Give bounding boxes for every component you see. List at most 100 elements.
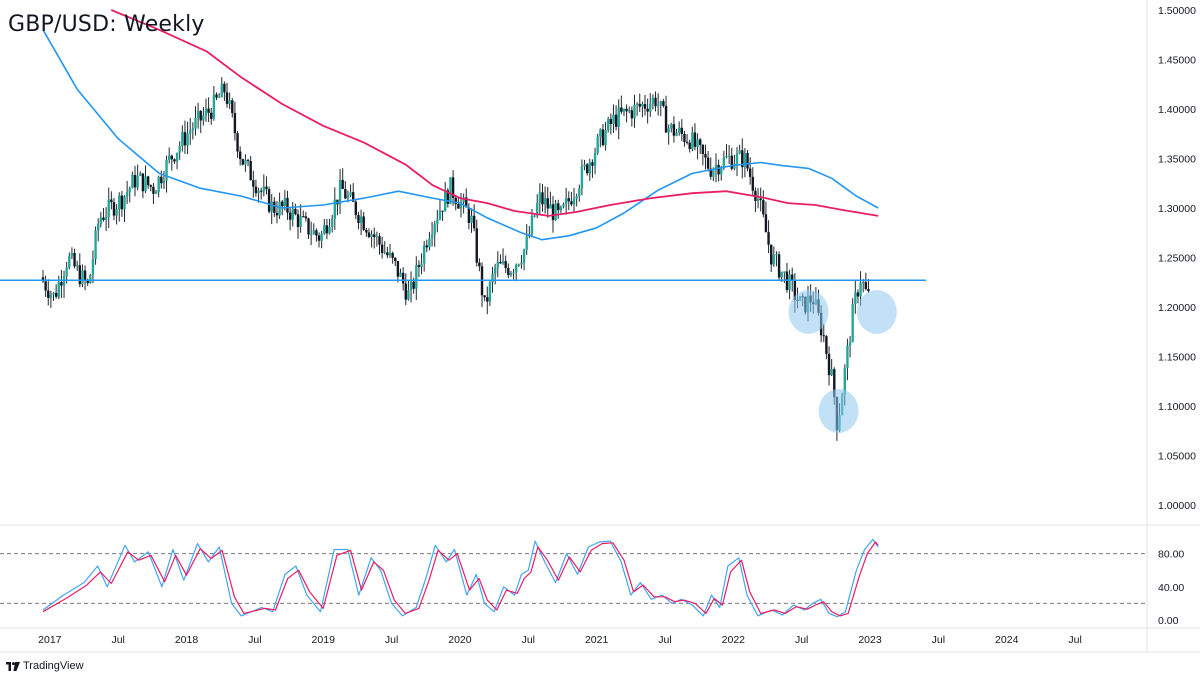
- candle-body: [131, 175, 134, 189]
- candle-body: [717, 164, 720, 175]
- candle-body: [118, 195, 121, 210]
- candle-body: [551, 204, 555, 221]
- candle-body: [160, 176, 163, 184]
- candle-body: [864, 282, 868, 290]
- candle-body: [557, 203, 560, 211]
- candle-body: [396, 261, 400, 277]
- candle-body: [683, 133, 686, 142]
- time-tick-label: 2024: [995, 634, 1019, 646]
- candle-body: [462, 197, 465, 203]
- candle-body: [344, 188, 347, 199]
- candle-body: [210, 112, 213, 119]
- candle-body: [791, 274, 794, 281]
- candle-body: [404, 283, 407, 300]
- candle-body: [688, 142, 691, 150]
- candle-body: [275, 212, 279, 216]
- candle-body: [578, 188, 581, 197]
- candle-body: [183, 132, 187, 146]
- candle-body: [412, 281, 415, 289]
- candle-body: [375, 236, 379, 238]
- candle-body: [57, 282, 60, 297]
- candle-body: [722, 157, 726, 168]
- candle-body: [514, 264, 518, 273]
- candle-body: [609, 118, 613, 125]
- candle-body: [848, 342, 852, 346]
- candle-body: [341, 179, 344, 189]
- highlight-circle: [856, 289, 897, 334]
- candle-body: [570, 201, 573, 205]
- candle-body: [78, 265, 82, 285]
- candle-body: [751, 176, 754, 191]
- candle-body: [833, 369, 836, 398]
- candle-body: [738, 150, 741, 154]
- price-tick-label: 1.35000: [1158, 154, 1196, 166]
- candle-body: [223, 83, 226, 93]
- candle-body: [667, 128, 670, 133]
- ma-fast-line: [42, 29, 879, 241]
- candle-body: [399, 272, 402, 277]
- candle-body: [315, 230, 318, 236]
- candle-body: [217, 96, 221, 98]
- candle-body: [388, 252, 392, 256]
- candle-body: [417, 265, 421, 267]
- candle-body: [181, 132, 184, 147]
- candle-body: [281, 201, 284, 207]
- time-tick-label: Jul: [522, 634, 535, 646]
- candle-body: [75, 265, 79, 267]
- time-tick-label: Jul: [385, 634, 398, 646]
- candle-body: [593, 152, 597, 166]
- candle-body: [278, 201, 281, 216]
- candle-body: [68, 256, 71, 268]
- candle-body: [827, 353, 831, 376]
- candle-body: [512, 272, 515, 274]
- candle-body: [522, 249, 526, 263]
- candle-body: [580, 166, 584, 189]
- tradingview-brand[interactable]: TradingView: [6, 660, 84, 672]
- candle-body: [491, 274, 494, 283]
- candle-body: [139, 173, 142, 176]
- candle-body: [549, 204, 552, 209]
- candle-body: [86, 280, 89, 284]
- candle-body: [215, 94, 218, 98]
- candle-body: [520, 262, 523, 265]
- candle-body: [617, 107, 620, 127]
- candle-body: [194, 117, 197, 129]
- candle-body: [536, 202, 539, 216]
- candle-body: [546, 198, 549, 209]
- candle-body: [225, 92, 229, 104]
- candle-body: [756, 198, 760, 201]
- candle-body: [509, 273, 513, 276]
- candle-body: [730, 155, 733, 169]
- candle-body: [465, 197, 468, 208]
- candle-body: [173, 159, 176, 162]
- time-tick-label: 2021: [585, 634, 609, 646]
- candle-body: [81, 270, 84, 285]
- candle-body: [641, 103, 644, 107]
- candle-body: [259, 190, 263, 192]
- candle-body: [675, 132, 678, 136]
- candle-body: [564, 198, 568, 205]
- candle-body: [149, 185, 152, 187]
- candle-body: [186, 133, 189, 146]
- candle-body: [591, 162, 594, 166]
- candle-body: [541, 192, 544, 205]
- candle-body: [104, 216, 108, 220]
- candle-body: [643, 103, 647, 109]
- candle-body: [146, 176, 150, 186]
- candle-body: [762, 200, 765, 215]
- candle-body: [286, 197, 289, 213]
- candle-body: [467, 207, 471, 223]
- price-candles: [41, 77, 870, 441]
- candle-body: [257, 190, 260, 194]
- candle-body: [49, 294, 53, 298]
- candle-body: [562, 204, 565, 207]
- price-tick-label: 1.30000: [1158, 203, 1196, 215]
- candle-body: [128, 188, 131, 193]
- candle-body: [167, 155, 171, 160]
- candle-body: [202, 115, 205, 121]
- candle-body: [543, 198, 547, 205]
- candle-body: [720, 167, 723, 175]
- candle-body: [249, 161, 252, 181]
- candle-body: [470, 215, 473, 223]
